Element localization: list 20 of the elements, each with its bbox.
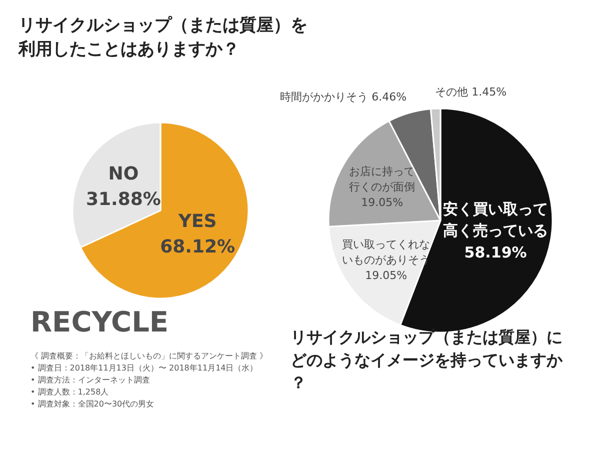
data-label: 19.05%: [361, 196, 404, 210]
slice-label: その他 1.45%: [435, 86, 507, 99]
data-label: 31.88%: [86, 188, 161, 210]
text: • 調査方法：インターネット調査: [30, 376, 150, 384]
text: 《 調査概要：「お給料とほしいもの」に関するアンケート調査 》: [30, 352, 268, 360]
slice-label: お店に持って行くのが面倒: [349, 165, 416, 194]
slice-label: 時間がかかりそう 6.46%: [280, 90, 407, 104]
text: RECYCLE: [30, 306, 169, 338]
text: • 調査人数：1,258人: [30, 388, 109, 396]
slice-label: NO: [108, 164, 139, 185]
text: • 調査対象：全国20〜30代の男女: [30, 400, 154, 408]
slice-label: YES: [177, 211, 217, 232]
data-label: 19.05%: [365, 269, 408, 282]
text: • 調査日：2018年11月13日（火）〜 2018年11月14日（水）: [30, 364, 258, 372]
data-label: 68.12%: [160, 236, 236, 258]
data-label: 58.19%: [464, 243, 527, 262]
text: リサイクルショップ（または質屋）にどのようなイメージを持っていますか？: [290, 328, 564, 392]
chart-title: リサイクルショップ（または質屋）を利用したことはありますか？: [18, 16, 308, 60]
slice-label: 買い取ってくれないものがありそう: [342, 238, 430, 267]
slice-label: 安く買い取って高く売っている: [443, 200, 548, 240]
